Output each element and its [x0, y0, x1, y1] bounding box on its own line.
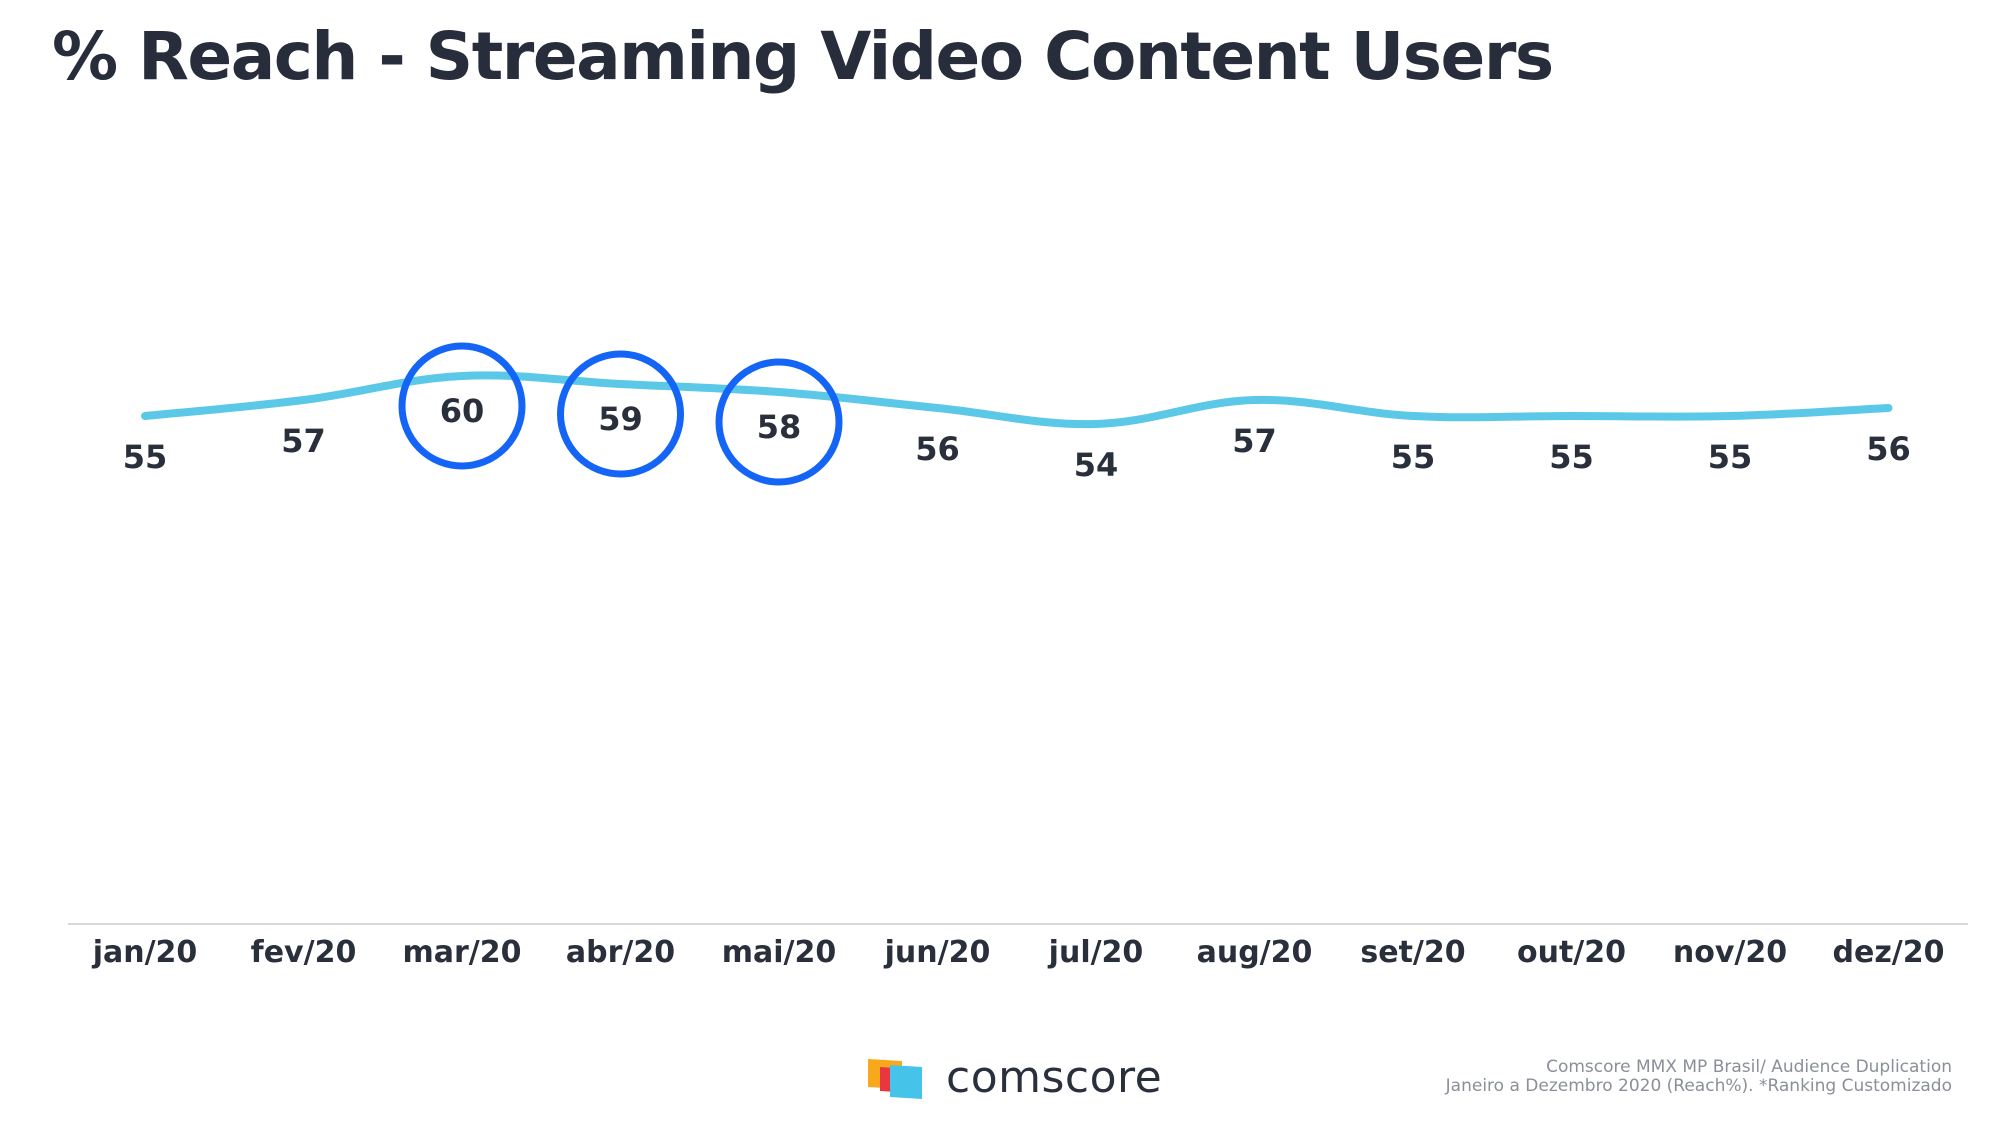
x-tick-label-set-20: set/20 — [1360, 935, 1465, 970]
data-label-fev-20: 57 — [281, 422, 326, 460]
data-point-aug-20 — [1251, 397, 1258, 403]
data-label-abr-20: 59 — [598, 400, 643, 438]
data-label-jan-20: 55 — [123, 438, 168, 476]
data-label-aug-20: 57 — [1232, 422, 1277, 460]
data-point-set-20 — [1410, 413, 1416, 419]
data-point-abr-20 — [617, 381, 624, 387]
x-tick-label-jul-20: jul/20 — [1048, 935, 1144, 970]
page-title: % Reach - Streaming Video Content Users — [52, 18, 1554, 95]
data-label-jul-20: 54 — [1074, 446, 1119, 484]
x-tick-label-mar-20: mar/20 — [402, 935, 521, 970]
data-point-nov-20 — [1727, 413, 1733, 419]
data-label-dez-20: 56 — [1866, 430, 1911, 468]
x-tick-label-nov-20: nov/20 — [1673, 935, 1787, 970]
comscore-logo-mark-icon — [868, 1058, 922, 1099]
x-tick-label-fev-20: fev/20 — [251, 935, 357, 970]
data-label-mai-20: 58 — [757, 408, 802, 446]
x-tick-label-out-20: out/20 — [1517, 935, 1626, 970]
data-point-fev-20 — [300, 397, 307, 403]
data-point-out-20 — [1568, 413, 1575, 419]
data-point-mai-20 — [776, 389, 782, 395]
source-line-2: Janeiro a Dezembro 2020 (Reach%). *Ranki… — [1445, 1076, 1952, 1096]
data-label-set-20: 55 — [1391, 438, 1436, 476]
x-tick-label-abr-20: abr/20 — [566, 935, 675, 970]
data-label-nov-20: 55 — [1708, 438, 1753, 476]
x-tick-label-aug-20: aug/20 — [1197, 935, 1313, 970]
x-tick-label-mai-20: mai/20 — [722, 935, 837, 970]
highlight-ring-mai-20 — [715, 358, 843, 486]
series-line — [141, 371, 1893, 429]
source-note: Comscore MMX MP Brasil/ Audience Duplica… — [1446, 1058, 1952, 1096]
source-line-1: Comscore MMX MP Brasil/ Audience Duplica… — [1546, 1057, 1952, 1077]
highlight-ring-mar-20 — [398, 342, 526, 470]
data-label-out-20: 55 — [1549, 438, 1594, 476]
data-point-dez-20 — [1885, 405, 1892, 411]
data-point-jun-20 — [934, 405, 941, 411]
data-point-jan-20 — [142, 413, 148, 419]
data-point-mar-20 — [459, 373, 465, 379]
data-point-jul-20 — [1093, 421, 1099, 427]
x-tick-label-jun-20: jun/20 — [884, 935, 991, 970]
comscore-logo: comscore — [866, 1052, 1162, 1103]
x-tick-label-dez-20: dez/20 — [1833, 935, 1945, 970]
data-label-mar-20: 60 — [440, 392, 485, 430]
highlight-ring-abr-20 — [557, 350, 684, 478]
data-label-jun-20: 56 — [915, 430, 960, 468]
comscore-wordmark: comscore — [946, 1052, 1163, 1103]
x-tick-label-jan-20: jan/20 — [92, 935, 198, 970]
